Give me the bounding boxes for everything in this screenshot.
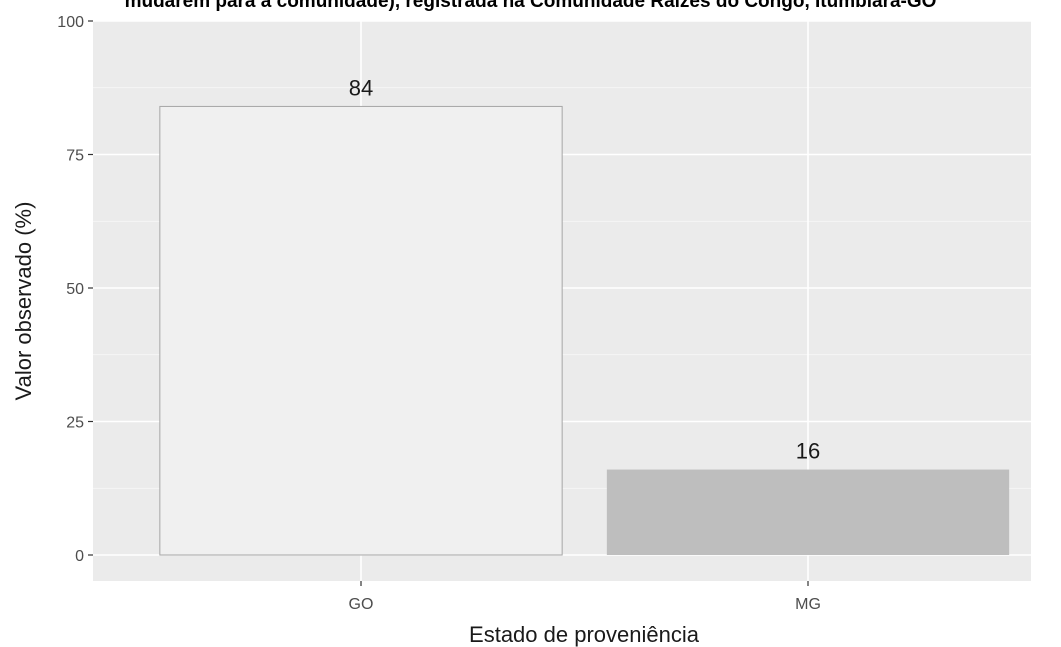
y-tick-label: 50 bbox=[66, 281, 84, 298]
x-tick-label: GO bbox=[349, 596, 374, 613]
y-tick-label: 75 bbox=[66, 148, 84, 165]
chart-title: mudarem para a comunidade), registrada n… bbox=[124, 0, 937, 12]
bar-mg bbox=[606, 469, 1010, 555]
y-tick-label: 0 bbox=[75, 548, 84, 565]
bar-go bbox=[159, 105, 563, 556]
x-axis: GO MG bbox=[349, 581, 821, 613]
data-label-go: 84 bbox=[349, 75, 373, 100]
data-label-mg: 16 bbox=[796, 439, 820, 464]
bars bbox=[159, 105, 1010, 556]
y-axis-title: Valor observado (%) bbox=[11, 202, 36, 401]
y-tick-label: 100 bbox=[57, 14, 84, 31]
x-tick-label: MG bbox=[795, 596, 821, 613]
x-axis-title: Estado de proveniência bbox=[469, 622, 700, 647]
y-axis: 0 25 50 75 100 bbox=[57, 14, 93, 565]
y-tick-label: 25 bbox=[66, 415, 84, 432]
data-labels: 84 16 bbox=[349, 75, 820, 463]
